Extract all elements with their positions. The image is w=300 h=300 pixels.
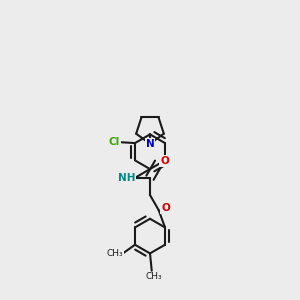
Text: Cl: Cl — [108, 137, 120, 147]
Text: O: O — [160, 156, 169, 166]
Text: NH: NH — [118, 173, 135, 183]
Text: O: O — [161, 203, 170, 213]
Text: CH₃: CH₃ — [107, 249, 124, 258]
Text: N: N — [146, 139, 154, 149]
Text: CH₃: CH₃ — [145, 272, 162, 281]
